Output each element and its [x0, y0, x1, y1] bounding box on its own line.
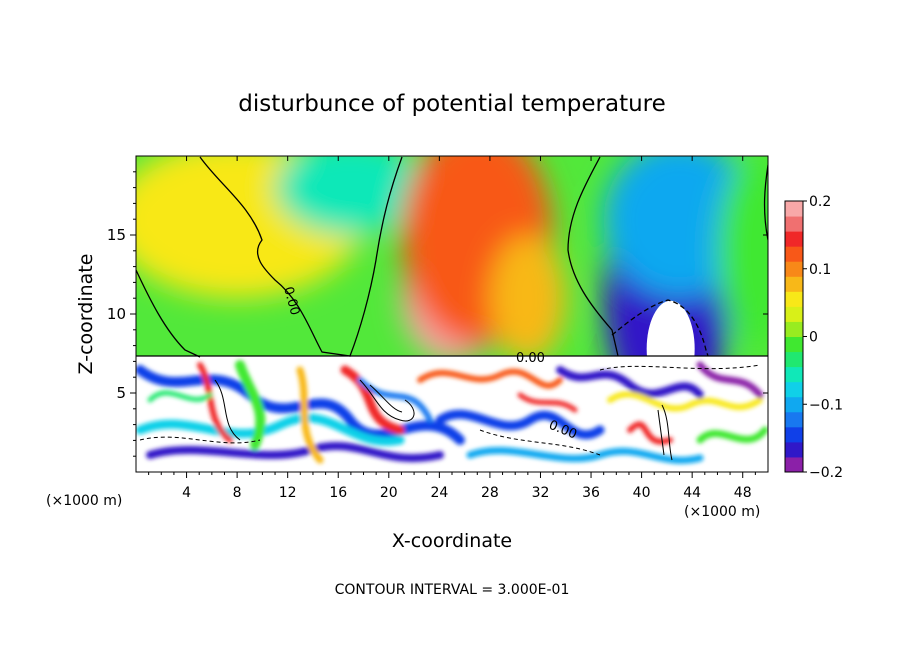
contour-interval-annotation: CONTOUR INTERVAL = 3.000E-01 — [335, 582, 570, 598]
contour-label-center: 0.00 — [516, 351, 545, 366]
colorbar-segment — [785, 396, 803, 413]
y-tick-label: 10 — [107, 305, 126, 323]
colorbar-segment — [785, 201, 803, 217]
contour-lines — [136, 156, 768, 358]
x-tick-label: 48 — [734, 485, 752, 501]
colorbar-segment — [785, 291, 803, 307]
plot-area — [136, 156, 768, 472]
contour-label-left: 0.00 — [280, 285, 302, 317]
x-tick-label: 24 — [430, 485, 448, 501]
colorbar-segment — [785, 366, 803, 383]
y-tick-label: 15 — [107, 226, 126, 244]
colorbar: 0.2 0.1 0 −0.1 −0.2 — [784, 194, 843, 481]
colorbar-segment — [785, 336, 803, 353]
colorbar-segment — [785, 276, 803, 292]
colorbar-segment — [785, 216, 803, 232]
colorbar-tick-label: −0.1 — [809, 397, 843, 413]
colorbar-segment — [785, 456, 803, 473]
x-tick-label: 16 — [329, 485, 347, 501]
x-tick-label: 4 — [182, 485, 191, 501]
x-tick-label: 32 — [532, 485, 550, 501]
x-tick-label: 12 — [279, 485, 297, 501]
x-tick-label: 40 — [633, 485, 651, 501]
x-tick-label: 20 — [380, 485, 398, 501]
y-axis: 5 10 15 — [107, 171, 768, 457]
colorbar-segment — [785, 411, 803, 428]
field-blob-white — [646, 300, 695, 358]
colorbar-segment — [785, 231, 803, 247]
field-blob-4 — [489, 235, 566, 358]
field-blob-1 — [275, 156, 427, 235]
field-blob-7 — [717, 156, 768, 346]
colorbar-segment — [785, 261, 803, 277]
colorbar-tick-label: 0.1 — [809, 262, 831, 278]
colorbar-segment — [785, 351, 803, 368]
chart-title: disturbunce of potential temperature — [238, 91, 666, 117]
x-tick-label: 28 — [481, 485, 499, 501]
colorbar-segment — [785, 246, 803, 262]
x-tick-label: 8 — [233, 485, 242, 501]
lower-turbulent-field — [136, 356, 768, 472]
x-unit-left: (×1000 m) — [46, 493, 122, 509]
y-axis-label: Z-coordinate — [75, 254, 97, 375]
colorbar-segment — [785, 426, 803, 443]
colorbar-segment — [785, 321, 803, 337]
x-axis-label: X-coordinate — [392, 530, 512, 552]
colorbar-tick-label: 0.2 — [809, 194, 831, 210]
colorbar-segment — [785, 441, 803, 458]
upper-field — [136, 156, 768, 358]
x-tick-label: 44 — [683, 485, 701, 501]
field-blob-6 — [603, 156, 756, 299]
colorbar-segment — [785, 381, 803, 398]
colorbar-tick-label: 0 — [809, 330, 818, 346]
x-tick-label: 36 — [582, 485, 600, 501]
x-unit-right: (×1000 m) — [684, 504, 760, 520]
colorbar-segment — [785, 306, 803, 322]
x-axis: 4 8 12 16 20 24 28 32 36 40 44 48 — [148, 156, 756, 501]
colorbar-tick-label: −0.2 — [809, 465, 843, 481]
y-tick-label: 5 — [116, 384, 126, 402]
